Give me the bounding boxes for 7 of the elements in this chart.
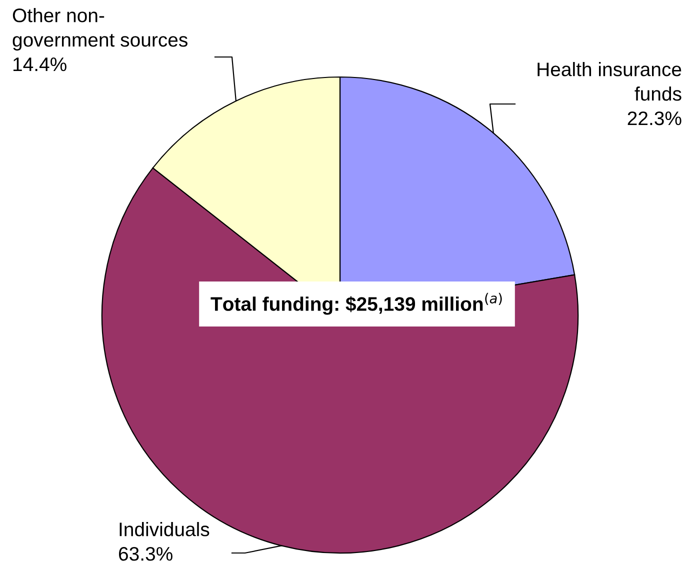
text: Total funding: $25,139 million$^{(a)}$: [210, 292, 502, 315]
slice-label: Individuals: [120, 522, 210, 536]
data-label: 22.3%: [628, 111, 682, 126]
slice-label: Health insurance funds: [538, 62, 682, 101]
slice-label: Other non- government sources: [12, 8, 188, 51]
data-label: 63.3%: [118, 546, 172, 561]
data-label: 14.4%: [13, 58, 66, 72]
